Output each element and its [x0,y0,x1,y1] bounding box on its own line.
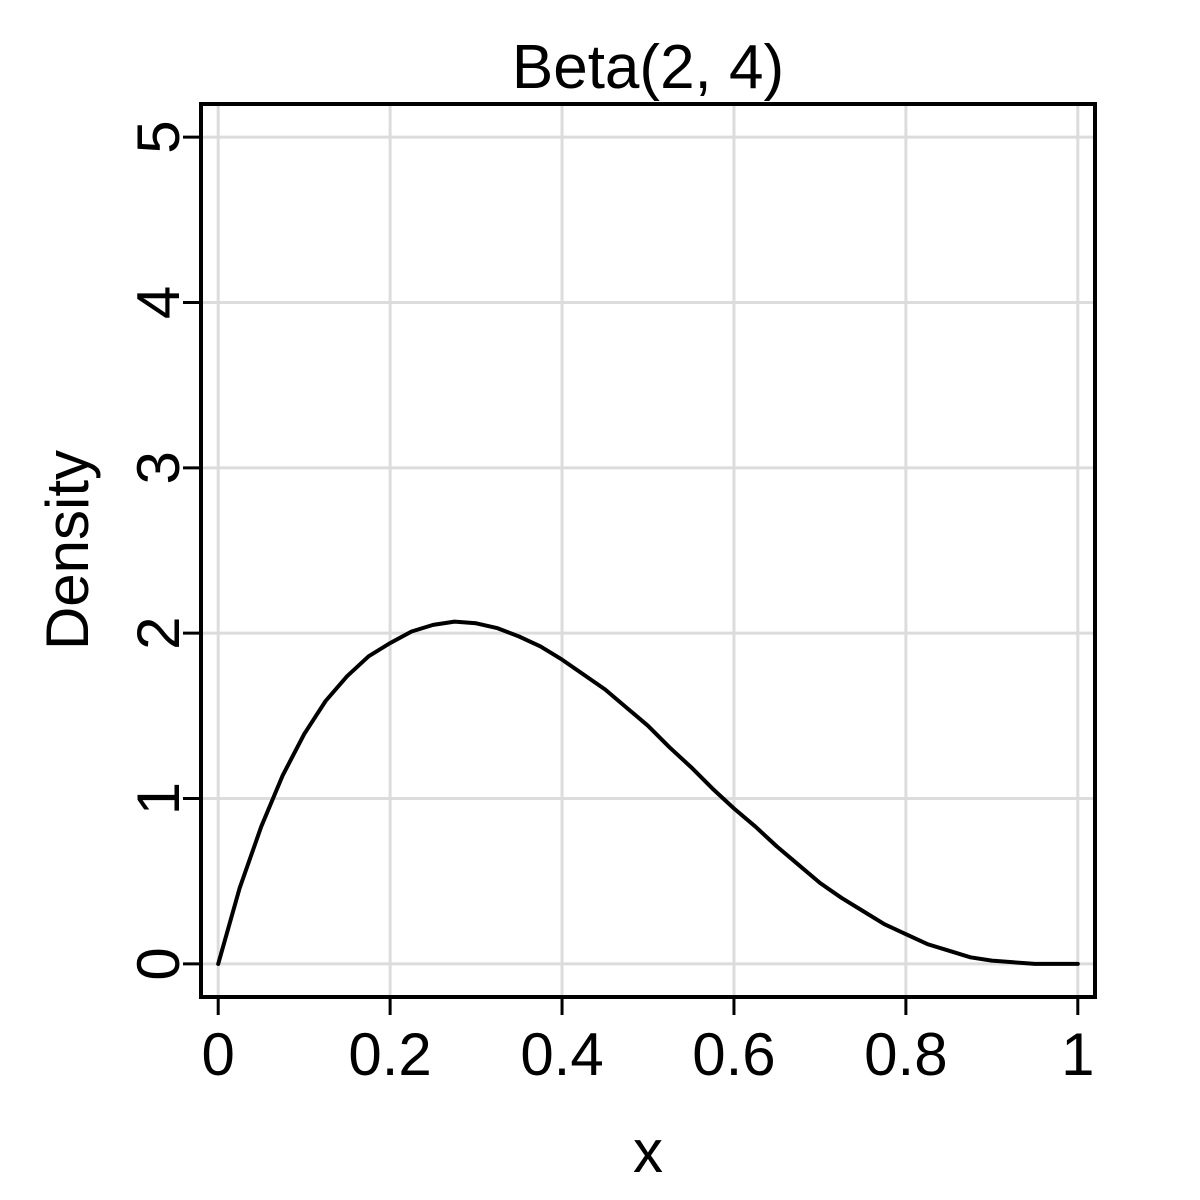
x-tick-label: 0.6 [692,1021,775,1088]
y-tick-label: 2 [125,616,192,649]
y-tick-label: 5 [125,120,192,153]
chart-title: Beta(2, 4) [512,33,784,102]
x-tick-label: 0.8 [864,1021,947,1088]
y-tick-label: 1 [125,782,192,815]
y-tick-label: 3 [125,451,192,484]
x-axis-ticks: 0 0.2 0.4 0.6 0.8 1 [202,997,1094,1088]
grid [201,104,1095,997]
y-tick-label: 4 [125,286,192,319]
y-axis-ticks: 0 1 2 3 4 5 [125,120,201,981]
x-axis-label: x [633,1118,663,1185]
x-tick-label: 1 [1061,1021,1094,1088]
x-tick-label: 0 [202,1021,235,1088]
plot-frame [199,102,1097,999]
x-tick-label: 0.4 [520,1021,603,1088]
y-tick-label: 0 [125,947,192,980]
x-tick-label: 0.2 [348,1021,431,1088]
y-axis-label: Density [34,450,101,650]
density-line [216,619,1080,966]
